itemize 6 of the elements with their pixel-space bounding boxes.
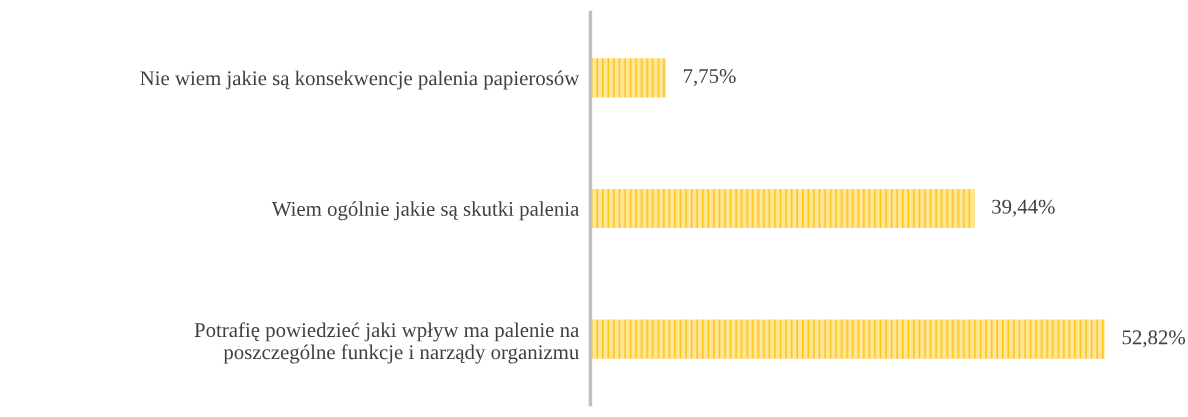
data-label: 39,44% — [992, 199, 1055, 217]
y-tick-label: Wiem ogólnie jakie są skutki palenia — [271, 201, 580, 221]
data-label: 7,75% — [683, 69, 736, 87]
data-label: 52,82% — [1122, 330, 1186, 348]
y-tick-label: Potrafię powiedzieć jaki wpływ ma palenie na poszczególne funkcje i narządy organizmu — [194, 322, 580, 364]
y-tick-label: Nie wiem jakie są konsekwencje palenia papierosów — [140, 70, 580, 90]
